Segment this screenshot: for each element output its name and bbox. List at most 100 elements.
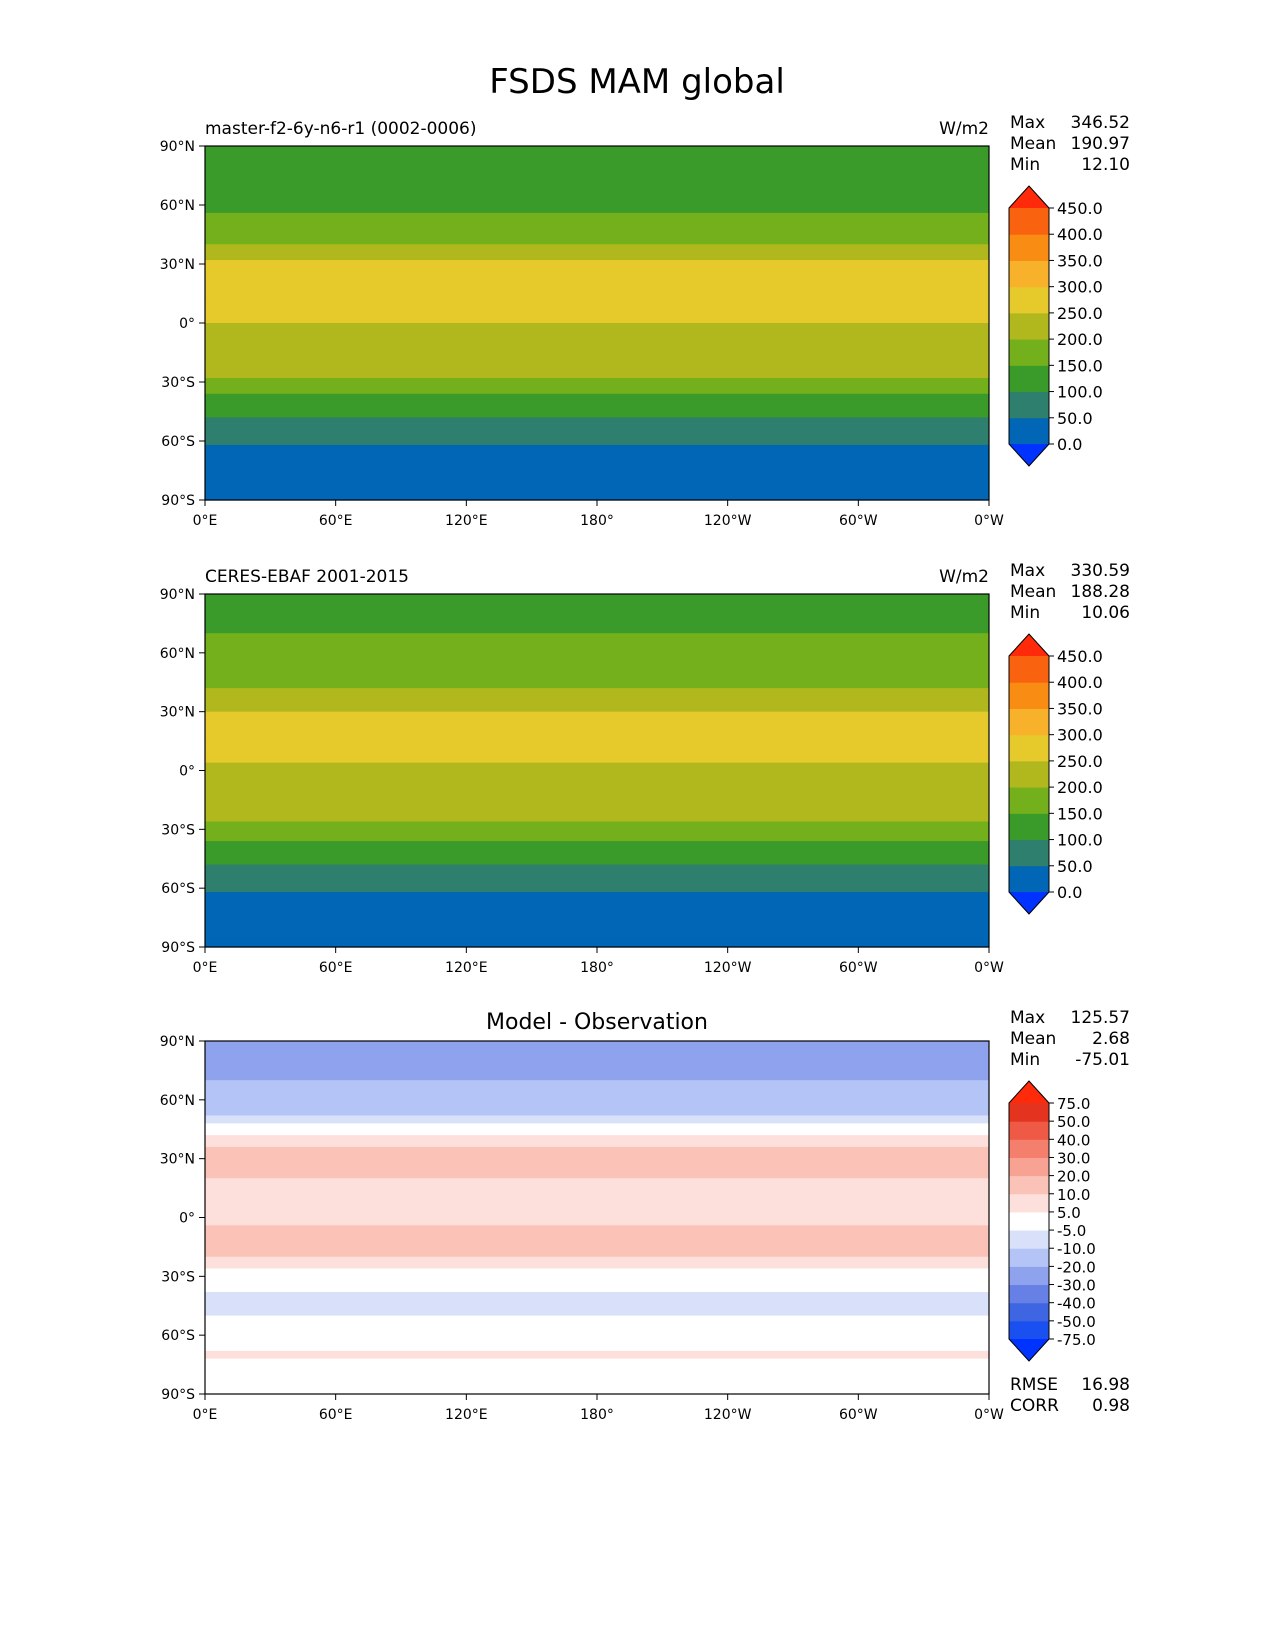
- lat-band: [205, 797, 989, 803]
- lat-band: [205, 397, 989, 403]
- lat-band: [205, 778, 989, 783]
- lat-band: [205, 680, 989, 685]
- lat-band: [205, 1358, 989, 1364]
- lat-band: [205, 1268, 989, 1274]
- lat-band: [205, 1382, 989, 1387]
- lat-band: [205, 1248, 989, 1254]
- lat-band: [205, 899, 989, 905]
- lat-band: [205, 1252, 989, 1258]
- colorbar-segment: [1009, 365, 1049, 393]
- colorbar-extend-max: [1009, 634, 1049, 656]
- lat-band: [205, 648, 989, 654]
- lat-band: [205, 279, 989, 285]
- colorbar-level-label: 250.0: [1057, 304, 1103, 323]
- x-tick-label: 180°: [580, 960, 614, 976]
- lat-band: [205, 1201, 989, 1207]
- x-tick-label: 180°: [580, 1407, 614, 1423]
- lat-band: [205, 201, 989, 206]
- y-tick-label: 90°N: [160, 1034, 195, 1050]
- lat-band: [205, 1182, 989, 1187]
- colorbar-level-label: 20.0: [1057, 1168, 1090, 1186]
- lat-band: [205, 1111, 989, 1117]
- colorbar-segment: [1009, 312, 1049, 340]
- x-tick-label: 60°W: [839, 960, 878, 976]
- colorbar-level-label: 50.0: [1057, 409, 1093, 428]
- y-tick-label: 30°N: [160, 705, 195, 721]
- lat-band: [205, 1088, 989, 1093]
- lat-band: [205, 1331, 989, 1336]
- lat-band: [205, 248, 989, 253]
- lat-band: [205, 707, 989, 713]
- lat-band: [205, 1162, 989, 1168]
- lat-band: [205, 1186, 989, 1191]
- y-tick-label: 30°S: [161, 1269, 195, 1285]
- lat-band: [205, 311, 989, 316]
- stat-value: 330.59: [1071, 561, 1130, 581]
- colorbar-level-label: 75.0: [1057, 1095, 1090, 1113]
- lat-band: [205, 342, 989, 348]
- footer-stat-value: 16.98: [1081, 1375, 1130, 1395]
- lat-band: [205, 197, 989, 202]
- y-tick-label: 90°N: [160, 587, 195, 603]
- lat-band: [205, 939, 989, 944]
- lat-band: [205, 299, 989, 304]
- lat-band: [205, 149, 989, 155]
- lat-band: [205, 833, 989, 838]
- lat-band: [205, 668, 989, 674]
- lat-band: [205, 385, 989, 391]
- lat-band: [205, 275, 989, 281]
- colorbar-level-label: 10.0: [1057, 1186, 1090, 1204]
- lat-band: [205, 1350, 989, 1356]
- x-tick-label: 0°E: [193, 960, 218, 976]
- lat-band: [205, 1354, 989, 1360]
- lat-band: [205, 1362, 989, 1368]
- colorbar-level-label: 450.0: [1057, 647, 1103, 666]
- lat-band: [205, 888, 989, 893]
- lat-band: [205, 488, 989, 493]
- lat-band: [205, 837, 989, 842]
- map-field: [205, 594, 989, 948]
- lat-band: [205, 193, 989, 198]
- panels: 90°N 60°N 30°N 0° 30°S 60°S 90°S 0°E 60°E 120°E 18…: [160, 113, 1130, 1423]
- lat-band: [205, 224, 989, 230]
- lat-band: [205, 496, 989, 501]
- panel-center-title: Model - Observation: [486, 1010, 708, 1035]
- lat-band: [205, 326, 989, 332]
- lat-band: [205, 1041, 989, 1046]
- colorbar-level-label: -30.0: [1057, 1277, 1096, 1295]
- lat-band: [205, 1315, 989, 1321]
- lat-band: [205, 260, 989, 265]
- lat-band: [205, 212, 989, 218]
- lat-band: [205, 852, 989, 858]
- panel-model: 90°N 60°N 30°N 0° 30°S 60°S 90°S 0°E 60°E 120°E 18…: [160, 113, 1130, 529]
- lat-band: [205, 719, 989, 725]
- lat-band: [205, 597, 989, 603]
- lat-band: [205, 468, 989, 474]
- lat-band: [205, 641, 989, 646]
- lat-band: [205, 216, 989, 222]
- panel-left-title: CERES-EBAF 2001-2015: [205, 567, 409, 587]
- colorbar-level-label: -75.0: [1057, 1331, 1096, 1349]
- lat-band: [205, 1311, 989, 1317]
- lat-band: [205, 1052, 989, 1058]
- lat-band: [205, 841, 989, 846]
- lat-band: [205, 1264, 989, 1270]
- lat-band: [205, 1335, 989, 1340]
- colorbar-segment: [1009, 1139, 1049, 1158]
- lat-band: [205, 1299, 989, 1305]
- colorbar: 0.0 50.0 100.0 150.0 200.0 250.0 300.0 350.0 400…: [1008, 633, 1103, 915]
- stat-label: Min: [1010, 603, 1040, 623]
- lat-band: [205, 794, 989, 799]
- lat-band: [205, 1327, 989, 1332]
- lat-band: [205, 240, 989, 245]
- lat-band: [205, 774, 989, 779]
- lat-band: [205, 1374, 989, 1379]
- lat-band: [205, 739, 989, 744]
- lat-band: [205, 1135, 989, 1140]
- lat-band: [205, 813, 989, 819]
- lat-band: [205, 652, 989, 658]
- lat-band: [205, 790, 989, 795]
- x-tick-label: 60°W: [839, 513, 878, 529]
- x-tick-label: 0°W: [974, 960, 1004, 976]
